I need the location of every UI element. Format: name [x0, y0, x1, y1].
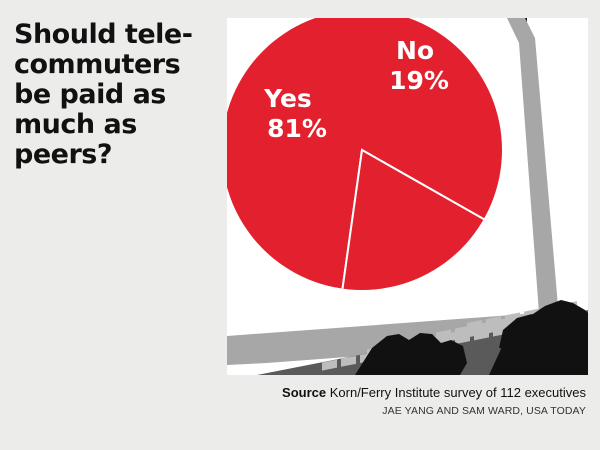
chart-title: Should tele- commuters be paid as much a…	[14, 20, 219, 170]
keyboard-key	[341, 355, 356, 367]
title-line: commuters	[14, 49, 181, 80]
computer-svg: Yes 81% No 19%	[222, 10, 588, 375]
pie-value-yes: 81%	[267, 114, 327, 143]
source-label: Source	[282, 385, 327, 400]
right-hand	[489, 300, 588, 375]
pie-label-no: No	[396, 36, 434, 65]
keyboard-key	[455, 325, 470, 337]
right-hand-fingers	[499, 314, 539, 350]
left-hand	[355, 333, 467, 375]
source-text: Korn/Ferry Institute survey of 112 execu…	[329, 385, 586, 400]
keyboard-key	[486, 316, 501, 328]
credit: JAE YANG AND SAM WARD, USA TODAY	[382, 405, 586, 417]
keyboard-key	[467, 320, 482, 331]
source-line: Source Korn/Ferry Institute survey of 11…	[240, 385, 586, 400]
pie-slice-no	[333, 148, 502, 290]
title-line: Should tele-	[14, 19, 193, 50]
title-line: be paid as	[14, 79, 166, 110]
computer-illustration: Yes 81% No 19%	[222, 10, 588, 375]
title-line: much as	[14, 109, 137, 140]
pie-label-yes: Yes	[263, 84, 312, 113]
keyboard-key	[436, 329, 451, 341]
title-line: peers?	[14, 139, 113, 170]
pie-value-no: 19%	[389, 66, 449, 95]
keyboard-key	[322, 359, 337, 371]
